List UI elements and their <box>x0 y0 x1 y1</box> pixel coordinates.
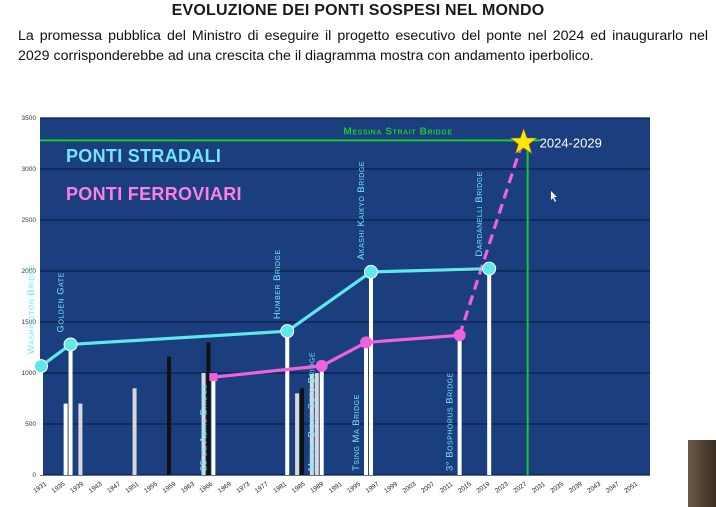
y-tick-label: 1000 <box>22 370 37 377</box>
bridge-span-bar <box>39 366 43 475</box>
presenter-photo-crop <box>688 440 716 507</box>
plot-background <box>40 118 650 475</box>
mouse-cursor-icon <box>551 191 557 202</box>
road-bridge-point <box>63 337 78 352</box>
bridge-name-label: Washington Bridge <box>26 264 37 354</box>
x-tick-label: 2031 <box>531 481 547 495</box>
x-tick-label: 1951 <box>125 481 141 495</box>
x-tick-label: 2051 <box>623 481 639 495</box>
bridge-span-bar <box>364 342 369 475</box>
bridge-span-bar <box>457 335 462 475</box>
x-tick-label: 2015 <box>457 481 473 495</box>
x-tick-label: 1981 <box>272 481 288 495</box>
x-tick-label: 1939 <box>69 481 85 495</box>
bridge-span-bar <box>300 388 305 475</box>
road-bridge-point <box>280 324 295 339</box>
y-tick-label: 2000 <box>22 268 37 275</box>
x-tick-label: 2019 <box>475 481 491 495</box>
rail-bridges-line <box>213 333 460 379</box>
bridge-span-bar <box>295 393 300 475</box>
x-tick-label: 1943 <box>88 481 104 495</box>
x-tick-label: 1947 <box>106 481 122 495</box>
bridge-span-bar <box>68 344 73 475</box>
bridge-span-bar <box>63 403 68 475</box>
bridge-name-label: 25 de Abril Bridge <box>198 384 209 471</box>
intro-paragraph: La promessa pubblica del Ministro di ese… <box>18 28 708 64</box>
y-tick-label: 3500 <box>22 115 37 122</box>
bridge-name-label: Dardanelli Bridge <box>474 171 485 256</box>
legend-road-bridges: PONTI STRADALI <box>66 146 221 166</box>
x-tick-label: 1931 <box>32 481 48 495</box>
bridge-name-label: Minami Bisan Seto Bridge <box>307 352 318 471</box>
bridge-span-bar <box>319 362 324 475</box>
rail-bridge-point <box>453 329 466 342</box>
x-tick-label: 2035 <box>549 481 565 495</box>
x-tick-label: 1935 <box>51 481 67 495</box>
x-tick-label: 1995 <box>346 481 362 495</box>
bridge-span-bar <box>211 377 216 475</box>
x-tick-label: 1977 <box>254 481 270 495</box>
x-tick-label: 2047 <box>605 481 621 495</box>
x-tick-label: 1997 <box>365 481 381 495</box>
suspension-bridge-chart: 0 500 1000 1500 2000 2500 3000 3500 1931 1935 193… <box>22 115 650 495</box>
x-tick-label: 2027 <box>512 481 528 495</box>
y-tick-label: 2500 <box>22 217 37 224</box>
x-tick-label: 1973 <box>235 481 251 495</box>
road-bridge-point <box>482 261 497 276</box>
x-tick-label: 1969 <box>217 481 233 495</box>
y-tick-label: 500 <box>25 421 36 428</box>
rail-bridge-point <box>209 373 218 382</box>
x-tick-label: 1966 <box>198 481 214 495</box>
bridge-name-label: Humber Bridge <box>272 249 283 319</box>
x-tick-label: 1985 <box>291 481 307 495</box>
x-tick-label: 2007 <box>420 481 436 495</box>
road-bridge-point <box>34 359 48 374</box>
target-period-label: 2024-2029 <box>540 135 602 150</box>
target-bridge-label: Messina Strait Bridge <box>343 126 452 137</box>
bridge-name-label: 3° Bosphorus Bridge <box>445 372 456 471</box>
x-tick-label: 1959 <box>161 481 177 495</box>
bridge-span-bar <box>487 268 492 475</box>
target-star-icon <box>509 128 538 155</box>
bridge-span-bar <box>167 356 172 475</box>
bridge-name-label: Tsing Ma Bridge <box>351 394 362 471</box>
y-tick-label: 1500 <box>22 319 37 326</box>
bridge-span-bar <box>201 373 206 475</box>
page-title: EVOLUZIONE DEI PONTI SOSPESI NEL MONDO <box>171 2 545 19</box>
rail-bridge-point <box>315 359 328 372</box>
road-bridge-point <box>363 264 378 279</box>
y-tick-label: 0 <box>32 472 36 479</box>
bridge-span-bar <box>285 331 290 475</box>
x-tick-label: 1989 <box>309 481 325 495</box>
legend-rail-bridges: PONTI FERROVIARI <box>66 184 242 204</box>
x-tick-label: 1955 <box>143 481 159 495</box>
y-tick-label: 3000 <box>22 166 37 173</box>
x-tick-label: 2043 <box>586 481 602 495</box>
x-tick-label: 2039 <box>568 481 584 495</box>
bridge-span-bar <box>309 374 314 475</box>
x-tick-label: 2023 <box>494 481 510 495</box>
bridge-span-bar <box>132 388 137 475</box>
bridge-name-label: Golden Gate <box>56 272 67 332</box>
bridge-name-label: Akashi Kaikyo Bridge <box>356 161 367 260</box>
bridge-span-bar <box>368 271 373 475</box>
x-tick-label: 2011 <box>439 481 455 495</box>
bridge-span-bar <box>206 342 211 475</box>
projection-line <box>458 137 526 336</box>
x-tick-label: 1999 <box>383 481 399 495</box>
x-tick-label: 1991 <box>328 481 344 495</box>
rail-bridge-point <box>360 336 373 349</box>
bridge-span-bar <box>314 373 319 475</box>
x-tick-label: 2003 <box>402 481 418 495</box>
bridge-span-bar <box>78 403 83 475</box>
x-tick-label: 1963 <box>180 481 196 495</box>
